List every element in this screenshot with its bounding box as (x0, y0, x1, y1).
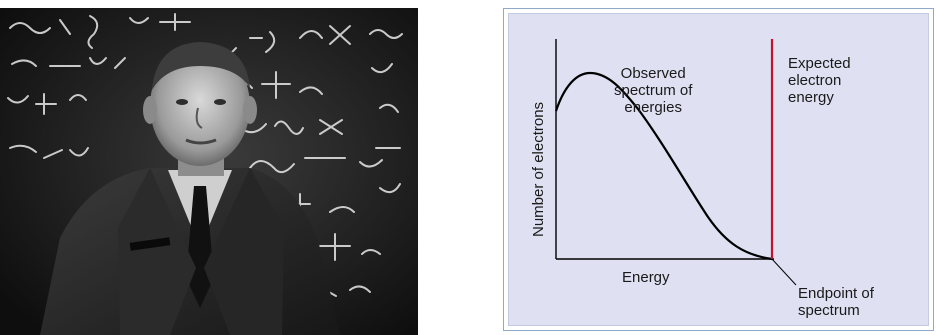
diagram-plot (554, 39, 797, 286)
x-axis-label: Energy (622, 269, 670, 286)
observed-spectrum-label: Observed spectrum of energies (614, 65, 693, 116)
diagram-panel (508, 13, 929, 326)
y-axis-label: Number of electrons (530, 101, 547, 237)
portrait-photo-image (0, 8, 418, 335)
endpoint-pointer (771, 258, 797, 286)
beta-spectrum-diagram: Number of electrons Energy Observed spec… (503, 8, 934, 331)
endpoint-label: Endpoint of spectrum (798, 285, 874, 319)
observed-spectrum-curve (554, 71, 773, 261)
portrait-photo (0, 8, 418, 335)
expected-energy-label: Expected electron energy (788, 55, 851, 106)
